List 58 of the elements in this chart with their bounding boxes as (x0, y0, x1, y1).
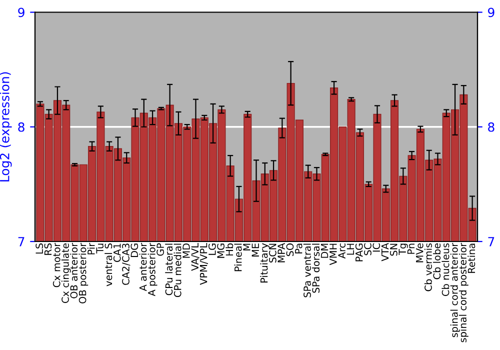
x-tick-label: RS (44, 243, 52, 255)
x-tick-label: MG (217, 244, 224, 258)
y-tick-label: 7 (18, 237, 24, 246)
x-tick-label: SC (364, 243, 372, 256)
x-tick-label: VPM/VPL (200, 242, 208, 285)
x-tick-label: DG (130, 244, 138, 257)
y2-tick-label: 7 (488, 237, 494, 246)
x-tick-label: LS (36, 243, 44, 254)
x-tick-label: Pir (87, 242, 95, 254)
x-tick-label: Cb lobe (433, 243, 441, 280)
x-tick-label: SCN (269, 244, 276, 262)
x-tick-label: VMH (330, 244, 337, 266)
x-tick-label: MD (182, 243, 190, 258)
x-tick-label: OB posterior (78, 242, 88, 304)
x-tick-label: OB anterior (70, 242, 78, 298)
x-tick-label: Cx cingulate (61, 243, 71, 303)
x-tick-label: SO (286, 243, 294, 256)
x-tick-label: IC (372, 243, 380, 252)
x-tick-label: CA2/CA3 (122, 244, 130, 285)
x-tick-label: Hb (226, 243, 234, 256)
x-tick-label: Tu (96, 244, 104, 254)
x-tick-label: LG (208, 244, 216, 255)
y2-tick-label: 9 (488, 8, 494, 18)
x-tick-label: VA/VL (191, 242, 200, 271)
x-tick-label: MVe (416, 243, 424, 262)
x-tick-label: Pa (295, 244, 302, 254)
x-tick-label: CA1 (113, 244, 121, 262)
x-tick-label: Pn (407, 244, 414, 254)
x-tick-label: GP (156, 243, 164, 256)
x-tick-label: Cb nucleus (442, 243, 450, 296)
y-axis-title: Log2 (expression) (0, 72, 12, 182)
x-tick-label: Pituitary (260, 243, 270, 282)
x-tick-label: SPa ventral (303, 244, 311, 298)
x-tick-label: A posterior (148, 242, 158, 296)
x-tick-label: PAG (355, 244, 363, 262)
y2-tick-label: 8 (488, 122, 494, 132)
x-tick-label: ME (252, 244, 259, 256)
x-tick-label: M (243, 244, 250, 250)
x-tick-label: SPa dorsal (312, 244, 320, 293)
x-tick-label: spinal cord anterior (450, 242, 460, 338)
x-tick-label: Arc (338, 243, 346, 259)
x-tick-label: LH (346, 244, 354, 255)
x-tick-label: SN (390, 244, 398, 256)
x-tick-label: ventral S (104, 243, 112, 286)
x-tick-label: Tg (398, 244, 408, 256)
x-tick-label: Retina (468, 244, 476, 273)
x-tick-label: A anterior (139, 242, 147, 292)
x-tick-label: DM (320, 244, 328, 258)
x-tick-label: Cx motor (52, 242, 60, 288)
y-tick-label: 9 (18, 8, 24, 18)
x-tick-label: CPu lateral (165, 244, 173, 296)
x-tick-label: Cb vermis (424, 243, 432, 292)
x-tick-label: MPA (278, 242, 285, 262)
y-tick-label: 8 (18, 122, 24, 132)
x-tick-label: Pineal (234, 244, 242, 272)
x-tick-label: spinal cord posterior (458, 242, 468, 342)
x-tick-label: CPu medial (174, 244, 182, 298)
x-tick-label: VTA (381, 242, 389, 262)
